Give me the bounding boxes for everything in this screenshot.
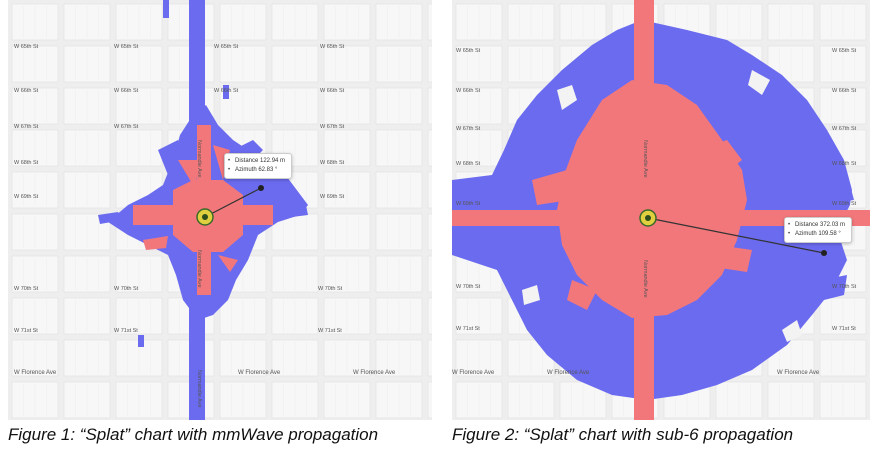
street-label: W 68th St	[832, 161, 857, 167]
street-label: W Florence Ave	[353, 370, 396, 376]
measurement-line	[204, 187, 262, 218]
street-label: W 67th St	[456, 126, 481, 132]
street-label: W 71st St	[832, 326, 856, 332]
measurement-tooltip: Distance 122.94 m Azimuth 62.83 °	[224, 153, 293, 179]
measurement-tooltip: Distance 372.03 m Azimuth 109.58 °	[784, 217, 853, 243]
street-label: W 70th St	[456, 284, 481, 290]
street-label: W Florence Ave	[547, 370, 590, 376]
distance-readout: Distance 122.94 m	[228, 157, 285, 166]
street-label: W 67th St	[14, 124, 39, 130]
street-label: W Florence Ave	[238, 370, 281, 376]
street-label: W Florence Ave	[777, 370, 820, 376]
street-label: W 66th St	[114, 88, 139, 94]
street-label: W 65th St	[832, 48, 857, 54]
street-label: W 71st St	[114, 328, 138, 334]
map-panel-2[interactable]: W 65th St W 65th St W 66th St W 66th St W 67…	[452, 0, 870, 420]
caption-figure-1: Figure 1: “Splat” chart with mmWave prop…	[8, 425, 379, 444]
street-label: W 71st St	[318, 328, 342, 334]
propagation-map-2: W 65th St W 65th St W 66th St W 66th St W 67…	[452, 0, 870, 420]
street-label: W 67th St	[114, 124, 139, 130]
street-label: W 66th St	[320, 88, 345, 94]
azimuth-readout: Azimuth 109.58 °	[788, 230, 845, 239]
street-label: W 68th St	[456, 161, 481, 167]
street-label: W 66th St	[14, 88, 39, 94]
street-label: W 66th St	[832, 88, 857, 94]
coverage-red	[452, 0, 870, 420]
street-label: W 67th St	[832, 126, 857, 132]
street-labels: W 65th St W 65th St W 65th St W 65th St W 66…	[14, 44, 396, 408]
street-label: W 69th St	[14, 194, 39, 200]
street-label: W 65th St	[114, 44, 139, 50]
street-label: W 71st St	[14, 328, 38, 334]
street-label: W 69th St	[832, 201, 857, 207]
street-label: W 66th St	[214, 88, 239, 94]
street-label: W 69th St	[320, 194, 345, 200]
street-label: W Florence Ave	[452, 370, 495, 376]
street-label: Normandie Ave	[196, 370, 202, 408]
target-marker[interactable]	[258, 185, 264, 191]
street-label: W 70th St	[114, 286, 139, 292]
street-label: W 65th St	[14, 44, 39, 50]
street-label: W 70th St	[14, 286, 39, 292]
distance-readout: Distance 372.03 m	[788, 221, 845, 230]
map-panel-1[interactable]: W 65th St W 65th St W 65th St W 65th St W 66…	[8, 0, 432, 420]
street-label: W 67th St	[320, 124, 345, 130]
street-label: W 65th St	[320, 44, 345, 50]
caption-figure-2: Figure 2: “Splat” chart with sub-6 propa…	[452, 425, 794, 444]
azimuth-readout: Azimuth 62.83 °	[228, 166, 285, 175]
street-label: W Florence Ave	[14, 370, 57, 376]
tower-marker[interactable]	[639, 209, 657, 227]
propagation-map-1: W 65th St W 65th St W 65th St W 65th St W 66…	[8, 0, 432, 420]
coverage-gaps	[522, 70, 802, 342]
street-labels: W 65th St W 65th St W 66th St W 66th St W 67…	[452, 48, 857, 376]
measurement-line	[647, 217, 825, 254]
street-label: Normandie Ave	[196, 250, 202, 288]
street-label: Normandie Ave	[196, 140, 202, 178]
target-marker[interactable]	[821, 250, 827, 256]
street-label: W 65th St	[456, 48, 481, 54]
street-label: W 69th St	[456, 201, 481, 207]
street-label: W 66th St	[456, 88, 481, 94]
street-label: Normandie Ave	[642, 140, 648, 178]
street-label: W 68th St	[320, 160, 345, 166]
street-label: W 71st St	[456, 326, 480, 332]
street-label: Normandie Ave	[642, 260, 648, 298]
street-label: W 68th St	[14, 160, 39, 166]
tower-marker[interactable]	[196, 208, 214, 226]
street-label: W 65th St	[214, 44, 239, 50]
street-label: W 70th St	[318, 286, 343, 292]
street-label: W 70th St	[832, 284, 857, 290]
city-blocks	[11, 3, 432, 419]
coverage-red	[133, 125, 273, 295]
